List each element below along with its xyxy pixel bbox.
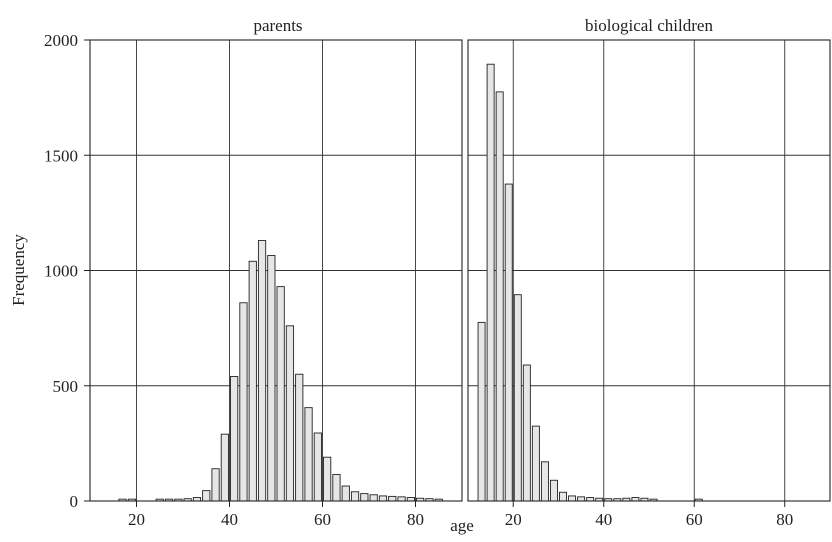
x-tick-label: 40 bbox=[595, 510, 612, 529]
y-tick-label: 1000 bbox=[44, 262, 78, 281]
histogram-bar bbox=[257, 240, 267, 502]
y-tick-label: 500 bbox=[53, 377, 79, 396]
y-tick-label: 2000 bbox=[44, 31, 78, 50]
histogram-bar bbox=[531, 425, 540, 502]
histogram-bar bbox=[522, 364, 531, 502]
histogram-bar bbox=[540, 461, 549, 502]
histogram-bar bbox=[239, 302, 248, 502]
x-tick-label: 40 bbox=[221, 510, 238, 529]
x-tick-label: 80 bbox=[407, 510, 424, 529]
histogram-bar bbox=[295, 373, 304, 502]
histogram-bar bbox=[341, 485, 350, 502]
histogram-bar bbox=[230, 376, 239, 502]
y-tick-label: 0 bbox=[70, 492, 79, 511]
histogram-bar bbox=[495, 91, 504, 502]
histogram-bar bbox=[477, 321, 486, 502]
histogram-bar bbox=[378, 495, 388, 502]
panel-title-parents: parents bbox=[253, 16, 302, 35]
histogram-bar bbox=[350, 491, 360, 502]
histogram-bar bbox=[202, 490, 211, 502]
panel-frame bbox=[467, 39, 831, 502]
histogram-bar bbox=[550, 479, 558, 502]
histogram-bar bbox=[504, 183, 513, 502]
histogram-bar bbox=[568, 495, 577, 502]
histogram-bar bbox=[559, 491, 567, 502]
histogram-bar bbox=[248, 260, 257, 502]
x-tick-label: 20 bbox=[505, 510, 522, 529]
histogram-bar bbox=[360, 493, 369, 502]
histogram-bar bbox=[397, 496, 406, 502]
histogram-bar bbox=[304, 407, 313, 502]
histogram-bar bbox=[486, 63, 495, 502]
panel-biological-children: biological children 20 40 60 80 bbox=[467, 16, 831, 529]
x-tick-label: 60 bbox=[314, 510, 331, 529]
x-tick-label: 60 bbox=[686, 510, 703, 529]
y-tick-label: 1500 bbox=[44, 146, 78, 165]
histogram-bar bbox=[323, 456, 332, 502]
histogram-bar bbox=[332, 474, 341, 502]
histogram-bar bbox=[388, 495, 397, 502]
histogram-bar bbox=[276, 286, 285, 502]
histogram-bar bbox=[220, 433, 229, 502]
y-axis-label: Frequency bbox=[9, 234, 28, 306]
histogram-bar bbox=[267, 255, 276, 502]
histogram-bar bbox=[369, 494, 378, 502]
histogram-bar bbox=[313, 432, 322, 502]
x-axis-label: age bbox=[450, 516, 474, 535]
panel-parents: parents 20 40 60 80 0 500 1000 1500 2000 bbox=[44, 16, 463, 529]
x-tick-label: 20 bbox=[128, 510, 145, 529]
histogram-bar bbox=[577, 496, 586, 502]
histogram-bar bbox=[513, 294, 522, 502]
panel-title-biological-children: biological children bbox=[585, 16, 713, 35]
histogram-bar bbox=[211, 468, 220, 502]
x-tick-label: 80 bbox=[776, 510, 793, 529]
histogram-bar bbox=[285, 325, 295, 502]
